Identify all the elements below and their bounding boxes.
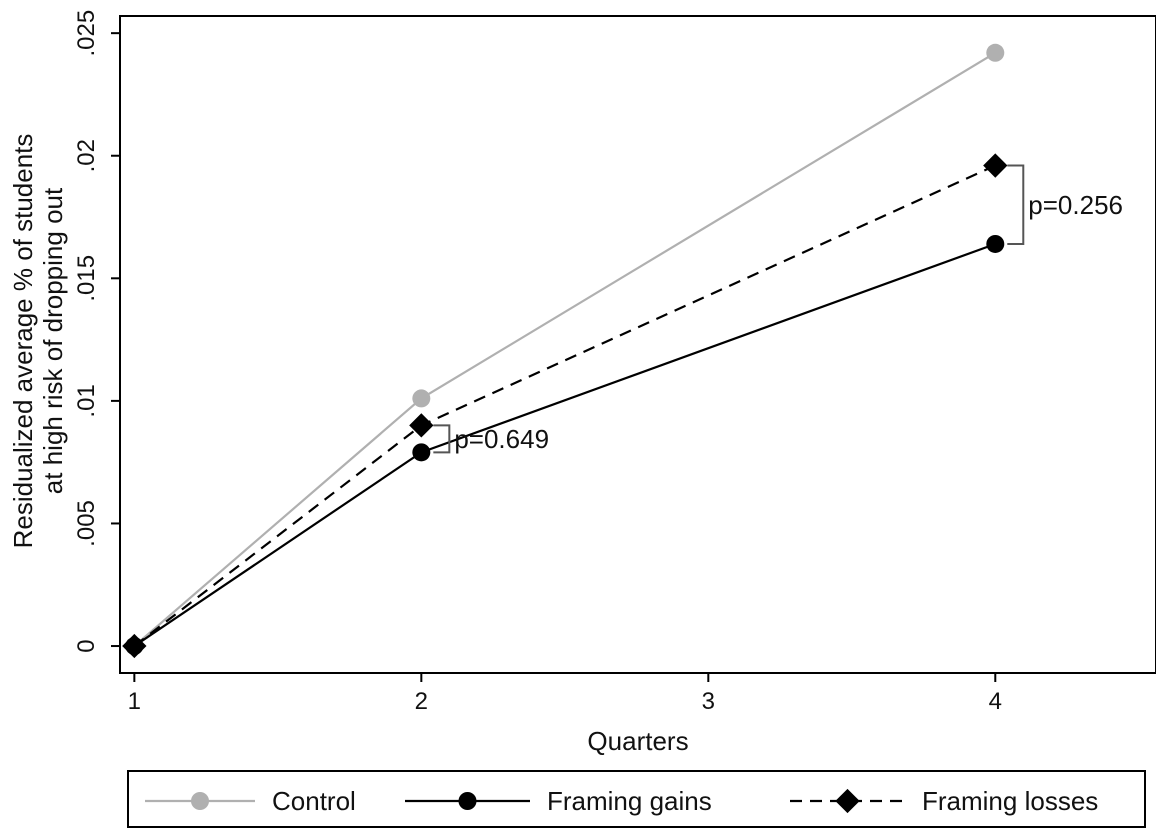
p-value-bracket xyxy=(433,424,451,454)
p-value-bracket xyxy=(1007,164,1025,245)
series-line xyxy=(133,164,996,647)
legend-label: Framing gains xyxy=(547,786,712,816)
series-line xyxy=(133,242,996,647)
legend-label: Control xyxy=(272,786,356,816)
series-layer xyxy=(122,43,1008,659)
y-axis-title-line-2: at high risk of dropping out xyxy=(38,187,68,494)
y-tick-label: .015 xyxy=(73,255,100,302)
x-tick-label: 1 xyxy=(128,688,141,715)
series-1 xyxy=(125,234,1005,656)
x-tick-label: 3 xyxy=(702,688,715,715)
y-axis-title-line-1: Residualized average % of students xyxy=(8,134,38,549)
x-tick-label: 4 xyxy=(989,688,1002,715)
circle-marker xyxy=(412,443,431,462)
x-axis-title: Quarters xyxy=(587,726,688,756)
x-axis-ticks: 1 2 3 4 xyxy=(128,673,1002,715)
legend-items: Control Framing gains Framing losses xyxy=(145,786,1098,816)
legend-box xyxy=(127,770,1146,828)
y-tick-label: .01 xyxy=(73,384,100,417)
legend-label: Framing losses xyxy=(922,786,1098,816)
diamond-marker xyxy=(409,413,434,438)
circle-marker xyxy=(458,792,477,810)
diamond-marker xyxy=(983,153,1008,178)
annotation-layer: p=0.649 p=0.256 xyxy=(433,164,1123,454)
circle-marker xyxy=(191,792,209,810)
p-value-label: p=0.649 xyxy=(454,424,549,454)
p-value-label: p=0.256 xyxy=(1028,190,1123,220)
plot-frame xyxy=(119,15,1156,674)
legend-item-0: Control xyxy=(145,786,356,816)
series-2 xyxy=(122,153,1008,659)
y-tick-label: .025 xyxy=(73,10,100,57)
x-tick-label: 2 xyxy=(415,688,428,715)
diamond-marker xyxy=(122,633,147,659)
y-tick-label: .005 xyxy=(73,500,100,547)
circle-marker xyxy=(986,234,1005,253)
legend: Control Framing gains Framing losses xyxy=(127,770,1146,828)
series-line xyxy=(133,51,996,647)
diamond-marker xyxy=(835,788,860,814)
y-axis-ticks: 0 .005 .01 .015 .02 .025 xyxy=(73,10,120,653)
y-tick-label: .02 xyxy=(73,139,100,172)
y-tick-label: 0 xyxy=(73,639,100,652)
legend-item-2: Framing losses xyxy=(790,786,1098,816)
circle-marker xyxy=(412,389,431,408)
legend-item-1: Framing gains xyxy=(405,786,712,816)
circle-marker xyxy=(986,43,1005,62)
